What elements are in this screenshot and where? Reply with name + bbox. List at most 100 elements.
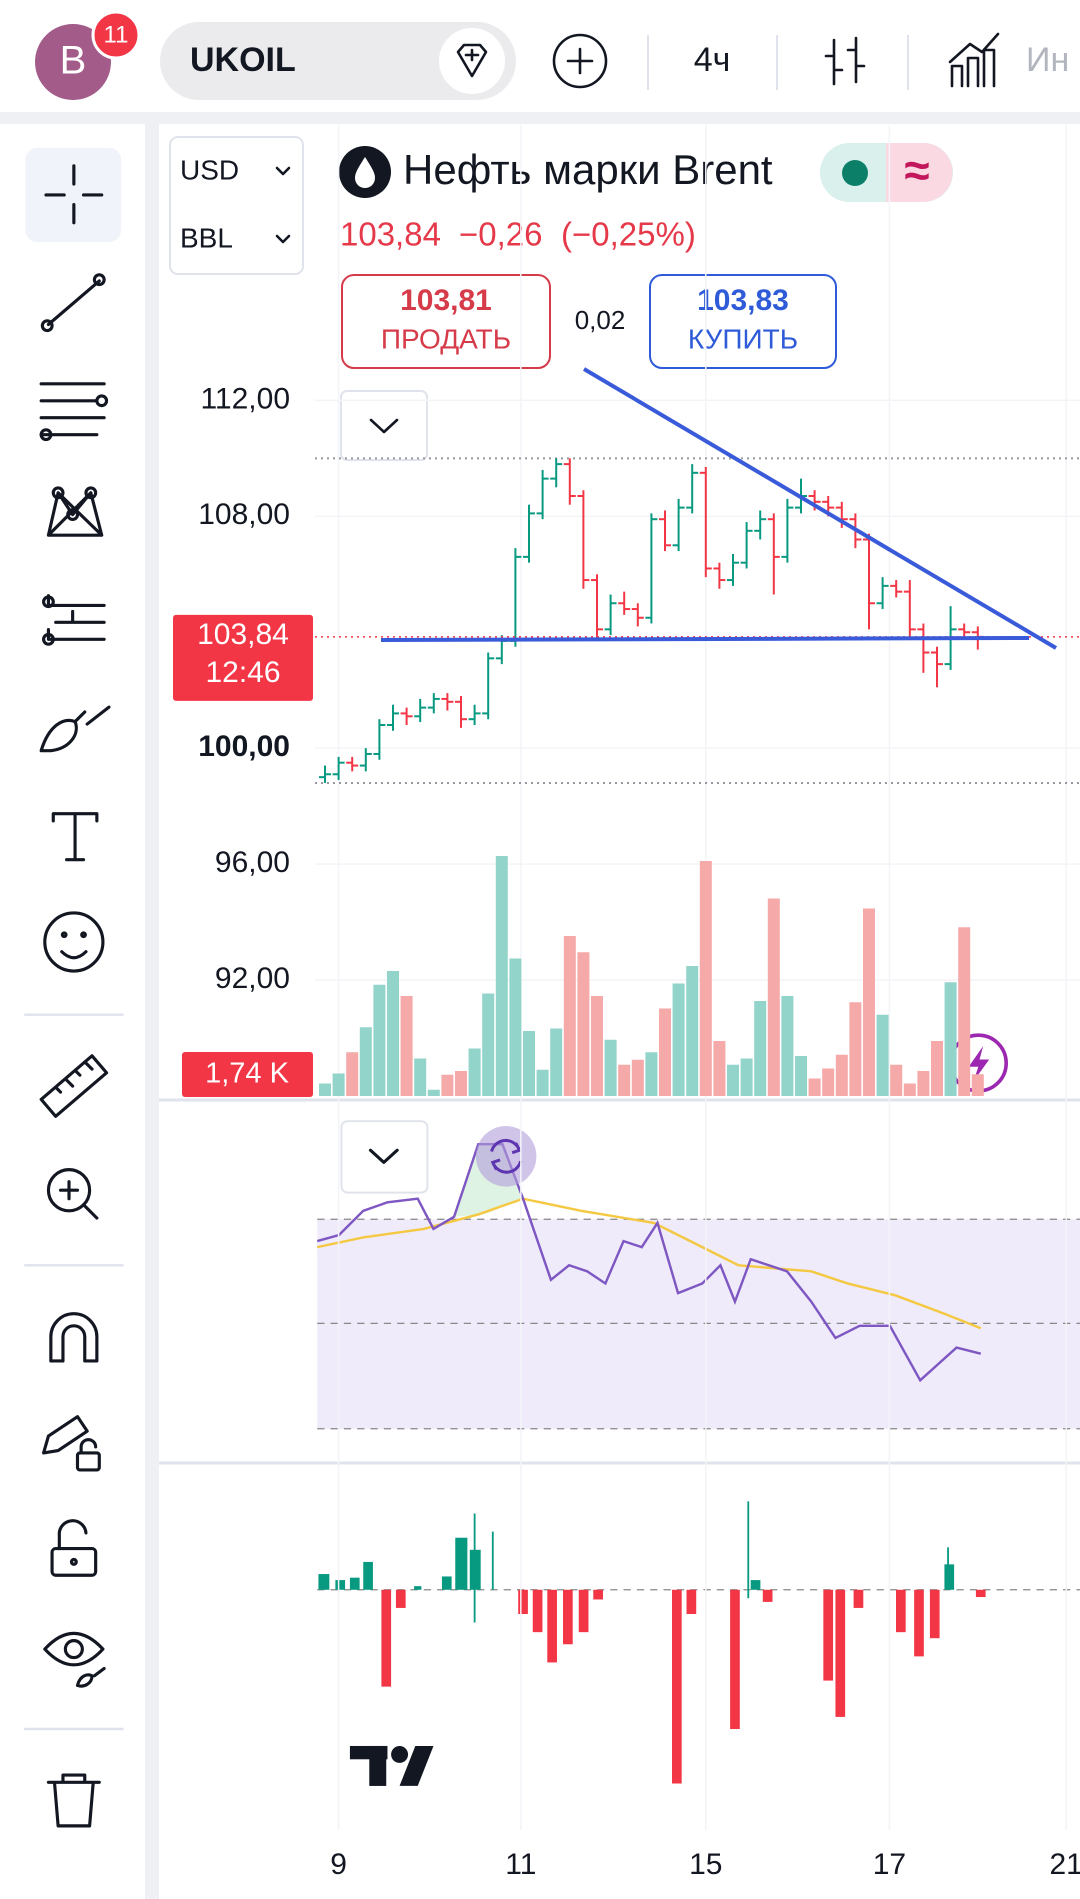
oscillator-line xyxy=(316,1142,982,1383)
position-tool[interactable] xyxy=(42,594,106,646)
volume-bar xyxy=(917,1071,930,1096)
drop-icon xyxy=(355,157,375,188)
lightning-icon xyxy=(968,1046,990,1082)
toolbar-divider xyxy=(145,124,159,1899)
volume-bar xyxy=(400,996,413,1096)
oscillator-levels xyxy=(317,1218,1080,1430)
visibility-tool[interactable] xyxy=(43,1631,106,1688)
volume-bar xyxy=(332,1073,345,1096)
symbol-title: Нефть марки Brent xyxy=(403,146,773,193)
chevron xyxy=(368,1148,399,1164)
replay-button[interactable] xyxy=(475,1126,537,1187)
ruler-tool[interactable] xyxy=(39,1054,109,1118)
volume-bar xyxy=(387,971,399,1096)
add-icon xyxy=(566,47,594,75)
volume-bar xyxy=(468,1048,481,1096)
symbol-search[interactable] xyxy=(160,22,516,100)
y-tick-label: 92,00 xyxy=(215,962,290,995)
volume-bar xyxy=(971,1074,984,1096)
y-tick-label: 96,00 xyxy=(215,846,290,879)
volume-bar xyxy=(414,1058,427,1096)
interval[interactable]: 4ч xyxy=(694,41,731,79)
collapse-button[interactable] xyxy=(340,390,428,461)
volume-bar xyxy=(754,1001,767,1096)
last-price-box xyxy=(173,614,313,701)
volume-bar xyxy=(455,1071,467,1096)
volume-bar xyxy=(863,908,875,1096)
volume-label: 1,74 K xyxy=(205,1058,289,1090)
volume-bar xyxy=(509,958,522,1096)
text-tool[interactable] xyxy=(51,812,99,862)
volume-bar xyxy=(319,1083,331,1096)
lock-drawings-tool[interactable] xyxy=(42,1415,101,1472)
volume-bar xyxy=(686,966,699,1096)
last-price-label: 103,84 xyxy=(197,618,289,651)
sell-label: ПРОДАТЬ xyxy=(381,323,511,354)
diagonal-trendline[interactable] xyxy=(582,367,1058,650)
magnet-tool[interactable] xyxy=(49,1312,99,1363)
volume-bar xyxy=(727,1064,739,1096)
indicators-label[interactable]: Ин xyxy=(1026,41,1069,79)
symbol: UKOIL xyxy=(190,41,296,79)
x-tick-label: 21 xyxy=(1050,1848,1080,1881)
volume-bar xyxy=(577,952,590,1096)
volume-bar xyxy=(713,1041,726,1096)
horizontal-trendline[interactable] xyxy=(380,636,1030,642)
volume-bar xyxy=(849,1002,862,1096)
chevron xyxy=(275,234,291,244)
status-pill-right xyxy=(886,143,953,202)
price-change: −0,26 xyxy=(459,216,543,253)
emoji-tool[interactable] xyxy=(43,911,105,973)
volume-bar xyxy=(808,1078,821,1096)
avatar-letter: B xyxy=(60,39,87,83)
status-icon: ≈ xyxy=(904,144,929,196)
tool-active-bg xyxy=(25,147,122,243)
y-tick-label: 100,00 xyxy=(198,730,290,763)
volume-bar xyxy=(781,996,794,1096)
chart-type-icon[interactable] xyxy=(824,36,866,86)
price-change-pct: (−0,25%) xyxy=(561,216,696,253)
parallel-tool[interactable] xyxy=(39,382,109,442)
histogram-up-bars xyxy=(318,1501,955,1623)
symbol-panel: USD BBL Нефть марки Brent ≈ 103,84 −0,26… xyxy=(169,136,953,369)
delete-tool[interactable] xyxy=(46,1773,101,1828)
add-button[interactable] xyxy=(552,33,608,89)
volume-bar xyxy=(795,1056,807,1096)
indicators-icon[interactable] xyxy=(948,32,1000,88)
buy-button[interactable] xyxy=(649,274,837,369)
replay-icon xyxy=(490,1138,523,1174)
buy-label: КУПИТЬ xyxy=(688,323,798,354)
volume-bar xyxy=(835,1054,848,1096)
chevron xyxy=(275,166,291,176)
lock-tool[interactable] xyxy=(50,1519,98,1577)
volume-bar xyxy=(495,856,508,1096)
collapse-button[interactable] xyxy=(340,1120,429,1194)
avatar[interactable] xyxy=(35,24,111,100)
unit-selector[interactable] xyxy=(169,136,304,275)
volume-bar xyxy=(645,1052,658,1096)
zoom-tool[interactable] xyxy=(46,1168,99,1220)
volume-bar xyxy=(591,996,603,1096)
buy-price: 103,83 xyxy=(697,284,789,317)
volume-bar xyxy=(740,1058,753,1096)
line-tool[interactable] xyxy=(40,273,106,333)
volume-bar xyxy=(523,1031,535,1096)
sell-button[interactable] xyxy=(341,274,551,369)
x-tick-label: 17 xyxy=(873,1848,906,1881)
oscillator-pane xyxy=(316,1033,1080,1430)
x-tick-label: 11 xyxy=(505,1848,536,1881)
chevron xyxy=(369,418,399,434)
brush-tool[interactable] xyxy=(39,705,111,753)
volume-label-box xyxy=(182,1052,313,1097)
badge xyxy=(91,10,141,60)
volume-bar xyxy=(767,898,780,1096)
pattern-tool[interactable] xyxy=(46,486,104,537)
volume-bar xyxy=(618,1064,631,1096)
volume-bar xyxy=(536,1069,549,1096)
volume-bar xyxy=(441,1074,454,1096)
crosshair-tool[interactable] xyxy=(44,164,104,225)
currency: USD xyxy=(180,154,239,185)
header-divider xyxy=(0,112,1080,124)
